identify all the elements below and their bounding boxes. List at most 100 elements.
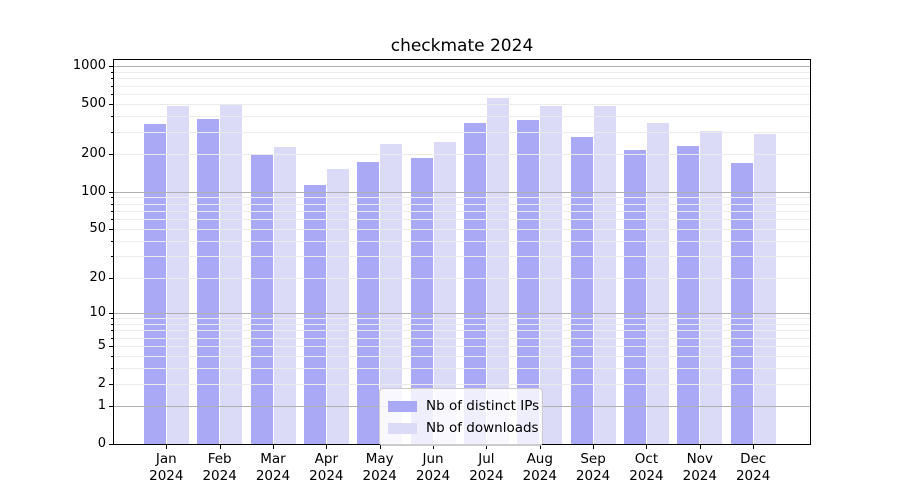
- minor-gridline: [114, 383, 810, 385]
- bar-ips-mar: [250, 155, 273, 444]
- y-tick-mark: [109, 191, 113, 193]
- y-minor-tick-mark: [111, 94, 113, 96]
- bar-ips-feb: [197, 119, 220, 444]
- x-tick-label-jan: Jan 2024: [149, 451, 184, 484]
- y-minor-tick-mark: [111, 78, 113, 80]
- minor-gridline: [114, 78, 810, 80]
- bar-downloads-oct: [646, 122, 669, 444]
- legend-swatch-downloads: [388, 422, 417, 434]
- minor-gridline: [114, 153, 810, 155]
- minor-gridline: [114, 219, 810, 221]
- x-tick-label-dec: Dec 2024: [735, 451, 771, 484]
- y-minor-tick-mark: [111, 203, 113, 205]
- bar-ips-jul: [463, 122, 486, 444]
- y-minor-tick-mark: [111, 337, 113, 339]
- bar-ips-oct: [623, 150, 646, 444]
- x-tick-label-aug: Aug 2024: [522, 451, 557, 484]
- minor-gridline: [114, 368, 810, 370]
- minor-gridline: [114, 131, 810, 133]
- minor-gridline: [114, 228, 810, 230]
- minor-gridline: [114, 277, 810, 279]
- y-tick-label: 200: [81, 145, 106, 161]
- grid-layer: [114, 60, 810, 444]
- y-minor-tick-mark: [111, 153, 113, 155]
- x-tick-mark: [326, 445, 328, 449]
- y-tick-label: 1: [97, 398, 106, 414]
- legend-item-downloads: Nb of downloads: [388, 417, 539, 439]
- legend-item-distinct-ips: Nb of distinct IPs: [388, 395, 539, 417]
- bar-downloads-feb: [220, 104, 243, 444]
- x-tick-mark: [593, 445, 595, 449]
- minor-gridline: [114, 323, 810, 325]
- y-tick-label: 2: [97, 375, 106, 391]
- y-minor-tick-mark: [111, 71, 113, 73]
- y-minor-tick-mark: [111, 131, 113, 133]
- y-tick-label: 10: [89, 304, 106, 320]
- x-tick-label-jun: Jun 2024: [415, 451, 451, 484]
- bar-ips-aug: [517, 119, 540, 444]
- x-tick-label-sep: Sep 2024: [575, 451, 611, 484]
- minor-gridline: [114, 197, 810, 199]
- y-minor-tick-mark: [111, 368, 113, 370]
- y-tick-label: 0: [97, 436, 106, 451]
- x-tick-mark: [486, 445, 488, 449]
- x-tick-label-mar: Mar 2024: [255, 451, 291, 484]
- minor-gridline: [114, 85, 810, 87]
- x-tick-mark: [273, 445, 274, 449]
- legend-label-distinct-ips: Nb of distinct IPs: [426, 398, 540, 414]
- bar-downloads-apr: [326, 168, 349, 444]
- x-tick-mark: [219, 445, 221, 449]
- y-minor-tick-mark: [111, 197, 113, 199]
- y-minor-tick-mark: [111, 228, 113, 230]
- bar-downloads-jan: [166, 106, 189, 444]
- y-minor-tick-mark: [111, 219, 113, 221]
- y-tick-label: 500: [81, 96, 106, 112]
- minor-gridline: [114, 104, 810, 106]
- x-tick-mark: [539, 445, 541, 449]
- x-tick-mark: [379, 445, 381, 449]
- x-tick-mark: [166, 445, 168, 449]
- minor-gridline: [114, 330, 810, 332]
- x-tick-mark: [646, 445, 648, 449]
- legend-label-downloads: Nb of downloads: [426, 420, 539, 436]
- y-minor-tick-mark: [111, 210, 113, 212]
- x-tick-mark: [699, 445, 701, 449]
- minor-gridline: [114, 94, 810, 96]
- bar-ips-jan: [143, 123, 166, 444]
- y-tick-mark: [109, 444, 113, 445]
- bar-ips-nov: [677, 146, 700, 444]
- minor-gridline: [114, 318, 810, 320]
- bars-layer: [114, 60, 810, 444]
- chart-title: checkmate 2024: [390, 36, 534, 56]
- x-tick-label-feb: Feb 2024: [202, 451, 237, 484]
- minor-gridline: [114, 210, 810, 212]
- y-minor-tick-mark: [111, 330, 113, 332]
- minor-gridline: [114, 203, 810, 205]
- y-tick-mark: [109, 66, 113, 68]
- y-minor-tick-mark: [111, 323, 113, 325]
- y-minor-tick-mark: [111, 318, 113, 320]
- minor-gridline: [114, 355, 810, 357]
- y-minor-tick-mark: [111, 85, 113, 87]
- y-minor-tick-mark: [111, 240, 113, 242]
- y-minor-tick-mark: [111, 256, 113, 258]
- y-tick-label: 1000: [72, 58, 106, 74]
- y-minor-tick-mark: [111, 104, 113, 106]
- minor-gridline: [114, 346, 810, 348]
- y-tick-label: 100: [81, 183, 106, 199]
- y-minor-tick-mark: [111, 355, 113, 357]
- bar-ips-may: [357, 162, 380, 444]
- y-tick-mark: [109, 406, 113, 408]
- y-minor-tick-mark: [111, 116, 113, 118]
- major-gridline: [114, 66, 810, 68]
- minor-gridline: [114, 71, 810, 73]
- bar-downloads-nov: [700, 131, 723, 444]
- major-gridline: [114, 312, 810, 314]
- bar-ips-apr: [303, 185, 326, 444]
- x-tick-label-nov: Nov 2024: [682, 451, 717, 484]
- y-tick-mark: [109, 312, 113, 314]
- bar-ips-sep: [570, 136, 593, 444]
- legend: Nb of distinct IPs Nb of downloads: [379, 388, 543, 446]
- x-tick-label-jul: Jul 2024: [469, 451, 504, 484]
